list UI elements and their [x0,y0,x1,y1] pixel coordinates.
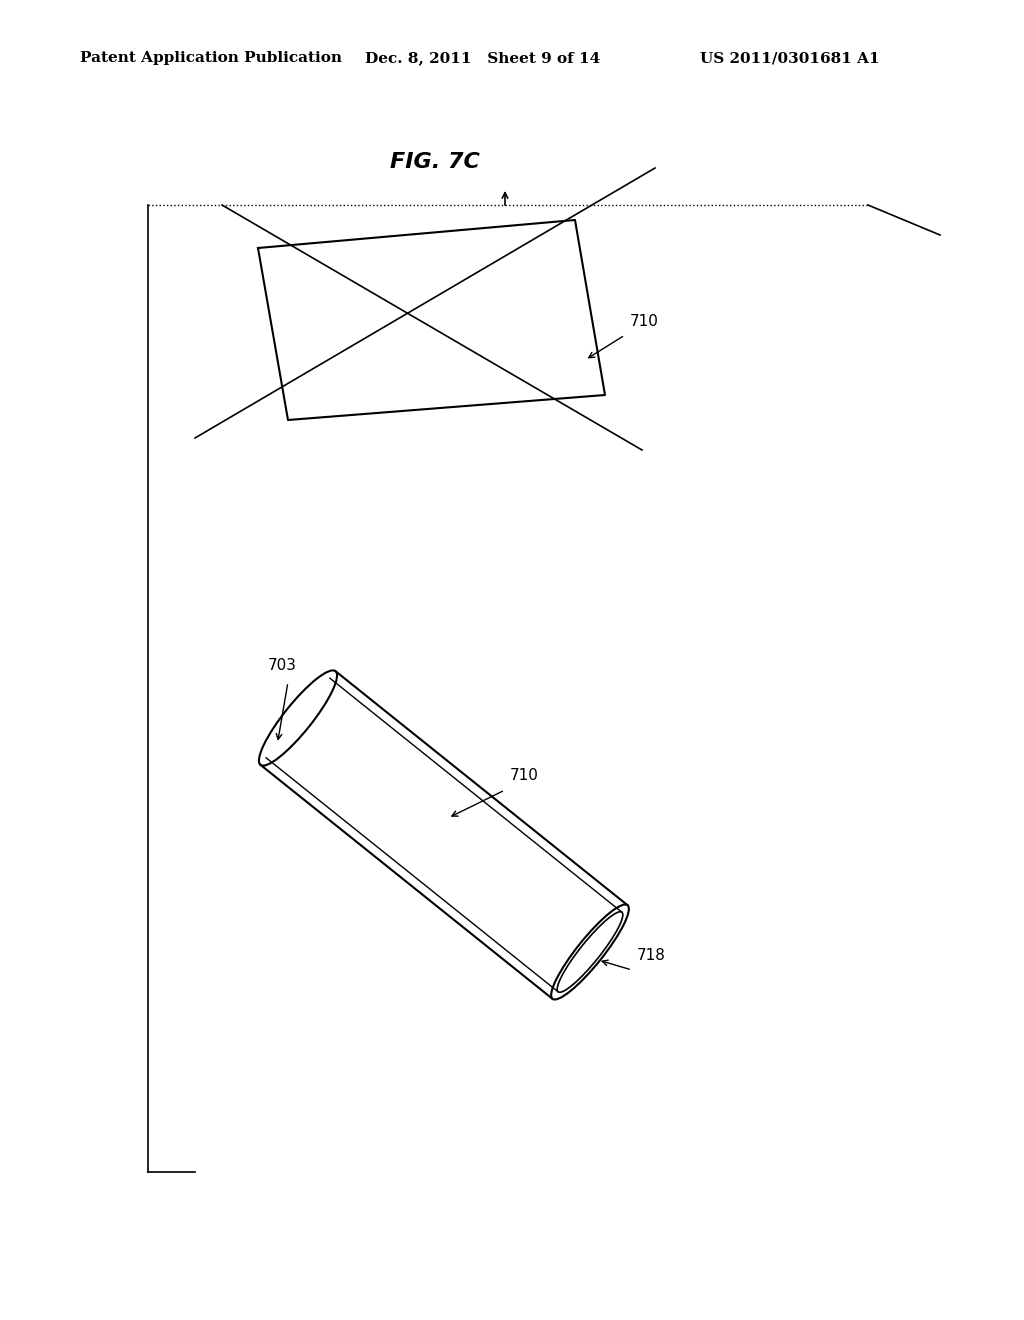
Text: Patent Application Publication: Patent Application Publication [80,51,342,65]
Text: 710: 710 [510,768,539,783]
Text: 710: 710 [630,314,658,329]
Text: Dec. 8, 2011   Sheet 9 of 14: Dec. 8, 2011 Sheet 9 of 14 [365,51,600,65]
Text: 718: 718 [637,948,666,964]
Text: 703: 703 [268,657,297,673]
Text: US 2011/0301681 A1: US 2011/0301681 A1 [700,51,880,65]
Text: FIG. 7C: FIG. 7C [390,152,480,172]
